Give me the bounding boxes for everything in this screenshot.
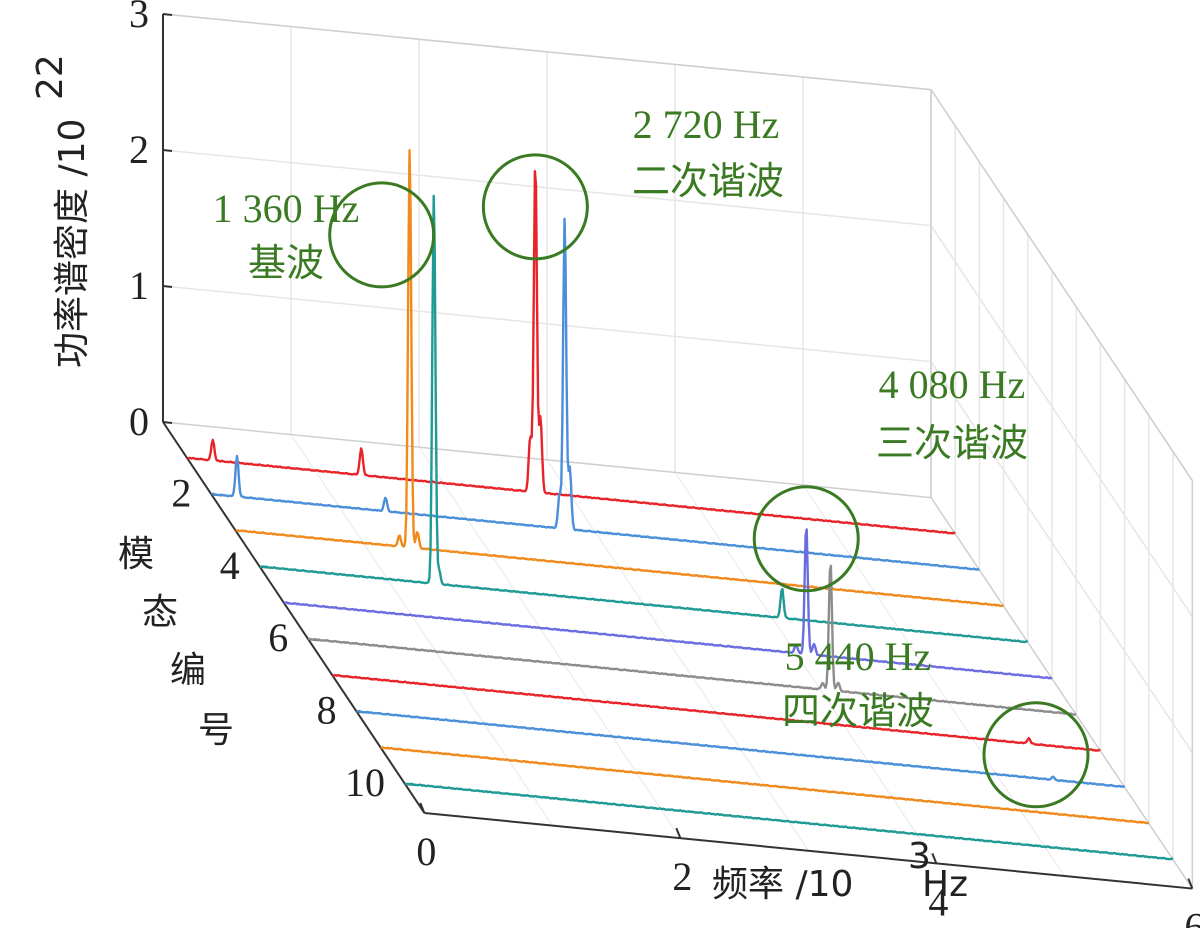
harmonic-name-label: 二次谐波 bbox=[632, 159, 784, 203]
grid-line bbox=[930, 361, 1193, 753]
spectrum-line-mode-5 bbox=[283, 528, 1053, 680]
x-axis-label: 频率 /10 bbox=[712, 864, 853, 905]
harmonic-frequency-label: 4 080 Hz bbox=[879, 362, 1026, 407]
spectrum-line-mode-2 bbox=[210, 217, 980, 572]
annotations-layer: 1 360 Hz 基波 2 720 Hz 二次谐波 4 080 Hz 三次谐波 5 440 … bbox=[213, 102, 1090, 809]
x-axis-unit: Hz bbox=[922, 864, 968, 905]
x-axis-exponent: 3 bbox=[908, 836, 931, 877]
x-tick-mark bbox=[419, 802, 426, 814]
x-tick-mark bbox=[1187, 878, 1194, 889]
grid-line bbox=[546, 459, 809, 852]
box-edge bbox=[930, 89, 1193, 481]
z-tick-mark bbox=[162, 13, 173, 16]
x-tick-mark bbox=[931, 852, 938, 864]
series-layer bbox=[187, 149, 1174, 861]
y-axis-label-char: 号 bbox=[198, 710, 234, 751]
z-tick-mark bbox=[162, 421, 173, 424]
y-tick-label: 8 bbox=[317, 688, 337, 733]
z-tick-mark bbox=[162, 149, 173, 152]
harmonic-name-label: 三次谐波 bbox=[876, 421, 1028, 465]
spectrum-line-mode-8 bbox=[356, 709, 1126, 789]
harmonic-circle bbox=[481, 153, 589, 261]
harmonic-frequency-label: 5 440 Hz bbox=[785, 634, 932, 679]
y-axis-label-char: 态 bbox=[142, 592, 178, 633]
grid-line bbox=[802, 484, 1065, 877]
harmonic-frequency-label: 2 720 Hz bbox=[633, 102, 780, 147]
grid-line bbox=[162, 285, 932, 363]
box-edge bbox=[162, 13, 932, 91]
harmonic-frequency-label: 1 360 Hz bbox=[213, 186, 360, 231]
z-tick-label: 3 bbox=[129, 0, 149, 36]
z-axis-exponent: 22 bbox=[30, 54, 71, 100]
y-tick-label: 4 bbox=[220, 543, 240, 588]
y-tick-label: 10 bbox=[345, 760, 385, 805]
z-tick-mark bbox=[162, 285, 173, 288]
x-tick-label: 0 bbox=[416, 829, 436, 874]
z-tick-label: 1 bbox=[129, 263, 149, 308]
frequency-axis-line bbox=[424, 811, 1193, 890]
y-axis-label-char: 编 bbox=[170, 650, 206, 691]
harmonic-circle bbox=[752, 485, 860, 593]
spectrum-line-mode-7 bbox=[332, 674, 1101, 752]
y-tick-label: 2 bbox=[171, 470, 191, 515]
grid-line bbox=[418, 446, 681, 839]
grid-line bbox=[930, 225, 1193, 617]
y-tick-label: 6 bbox=[268, 615, 288, 660]
spectrum-line-mode-4 bbox=[259, 194, 1029, 644]
y-axis-label-char: 模 bbox=[118, 534, 154, 575]
harmonic-name-label: 四次谐波 bbox=[782, 689, 934, 733]
mode-axis-line bbox=[162, 421, 426, 814]
spectrum-line-mode-3 bbox=[235, 149, 1004, 608]
harmonic-name-label: 基波 bbox=[248, 241, 324, 285]
grid-line bbox=[290, 434, 553, 826]
harmonic-circle bbox=[328, 181, 436, 289]
z-tick-label: 0 bbox=[129, 399, 149, 444]
z-axis-label: 功率谱密度 /10 bbox=[52, 119, 93, 368]
x-tick-label: 2 bbox=[672, 854, 692, 899]
x-tick-label: 6 bbox=[1184, 905, 1200, 928]
x-tick-label: 4 bbox=[928, 879, 948, 924]
spectrum-line-mode-9 bbox=[380, 746, 1149, 825]
spectrum-line-mode-10 bbox=[404, 782, 1174, 861]
x-tick-mark bbox=[675, 827, 682, 839]
z-tick-label: 2 bbox=[129, 127, 149, 172]
box-edge bbox=[162, 421, 932, 499]
grid-line bbox=[162, 149, 932, 227]
harmonic-circle bbox=[982, 701, 1090, 809]
spectrum-line-mode-6 bbox=[308, 564, 1077, 716]
